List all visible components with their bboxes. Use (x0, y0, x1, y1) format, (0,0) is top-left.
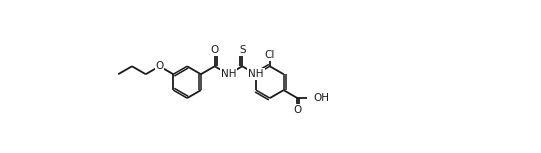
Text: O: O (293, 105, 301, 115)
Text: NH: NH (221, 69, 236, 79)
Text: O: O (155, 61, 164, 71)
Text: NH: NH (248, 69, 264, 79)
Text: Cl: Cl (265, 50, 275, 60)
Text: O: O (210, 45, 219, 55)
Text: S: S (239, 45, 246, 55)
Text: OH: OH (314, 93, 330, 103)
